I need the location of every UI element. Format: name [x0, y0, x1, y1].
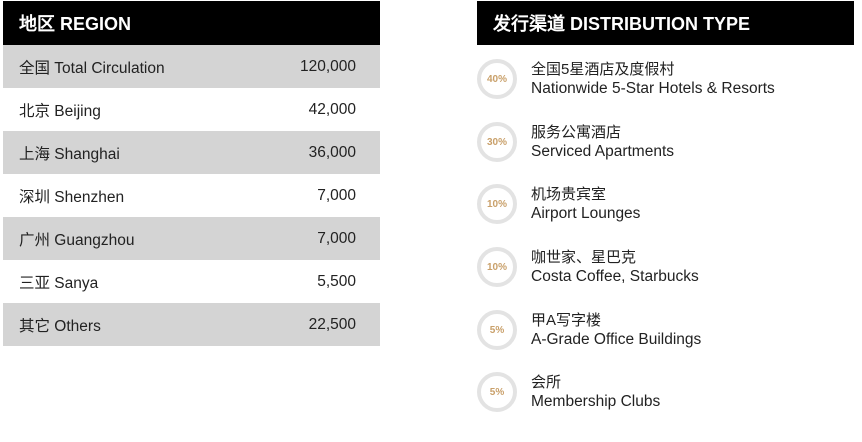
region-value: 22,500 — [308, 315, 356, 333]
percent-circle: 10% — [477, 247, 517, 287]
region-header: 地区 REGION — [3, 1, 380, 45]
region-label: 三亚 Sanya — [19, 274, 99, 292]
region-value: 120,000 — [299, 57, 356, 75]
region-row-beijing: 北京 Beijing 42,000 — [3, 88, 380, 131]
percent-circle: 5% — [477, 310, 517, 350]
region-label: 上海 Shanghai — [19, 145, 120, 163]
distribution-item-apartments: 30% 服务公寓酒店 Serviced Apartments — [477, 122, 674, 162]
distribution-header: 发行渠道 DISTRIBUTION TYPE — [477, 1, 854, 45]
distribution-cn-label: 咖世家、星巴克 — [531, 249, 637, 266]
distribution-cn-label: 会所 — [531, 374, 562, 391]
region-row-shanghai: 上海 Shanghai 36,000 — [3, 131, 380, 174]
distribution-panel: 发行渠道 DISTRIBUTION TYPE 40% 全国5星酒店及度假村 Na… — [477, 1, 854, 412]
percent-circle: 5% — [477, 372, 517, 412]
region-label: 全国 Total Circulation — [19, 59, 165, 77]
distribution-en-label: A-Grade Office Buildings — [531, 331, 702, 348]
distribution-item-hotels: 40% 全国5星酒店及度假村 Nationwide 5-Star Hotels … — [477, 59, 775, 99]
region-row-shenzhen: 深圳 Shenzhen 7,000 — [3, 174, 380, 217]
distribution-cn-label: 服务公寓酒店 — [531, 124, 622, 141]
region-label: 北京 Beijing — [19, 102, 101, 120]
region-value: 7,000 — [317, 186, 356, 204]
distribution-en-label: Serviced Apartments — [531, 143, 675, 160]
region-label: 广州 Guangzhou — [19, 231, 135, 249]
percent-circle: 30% — [477, 122, 517, 162]
region-table: 地区 REGION 全国 Total Circulation 120,000 北… — [3, 1, 380, 346]
region-value: 42,000 — [308, 100, 356, 118]
distribution-cn-label: 全国5星酒店及度假村 — [531, 61, 675, 78]
distribution-item-clubs: 5% 会所 Membership Clubs — [477, 372, 660, 412]
region-row-guangzhou: 广州 Guangzhou 7,000 — [3, 217, 380, 260]
region-row-total: 全国 Total Circulation 120,000 — [3, 45, 380, 88]
region-row-sanya: 三亚 Sanya 5,500 — [3, 260, 380, 303]
distribution-en-label: Nationwide 5-Star Hotels & Resorts — [531, 80, 775, 97]
region-value: 36,000 — [308, 143, 356, 161]
distribution-item-offices: 5% 甲A写字楼 A-Grade Office Buildings — [477, 310, 701, 350]
percent-circle: 40% — [477, 59, 517, 99]
region-value: 5,500 — [317, 272, 356, 290]
region-row-others: 其它 Others 22,500 — [3, 303, 380, 346]
region-label: 其它 Others — [19, 317, 101, 335]
distribution-en-label: Membership Clubs — [531, 393, 661, 410]
distribution-item-lounges: 10% 机场贵宾室 Airport Lounges — [477, 184, 640, 224]
distribution-en-label: Airport Lounges — [531, 205, 641, 222]
region-value: 7,000 — [317, 229, 356, 247]
distribution-item-coffee: 10% 咖世家、星巴克 Costa Coffee, Starbucks — [477, 247, 699, 287]
distribution-cn-label: 机场贵宾室 — [531, 186, 607, 203]
distribution-cn-label: 甲A写字楼 — [531, 312, 602, 329]
distribution-en-label: Costa Coffee, Starbucks — [531, 268, 699, 285]
region-label: 深圳 Shenzhen — [19, 188, 125, 206]
percent-circle: 10% — [477, 184, 517, 224]
